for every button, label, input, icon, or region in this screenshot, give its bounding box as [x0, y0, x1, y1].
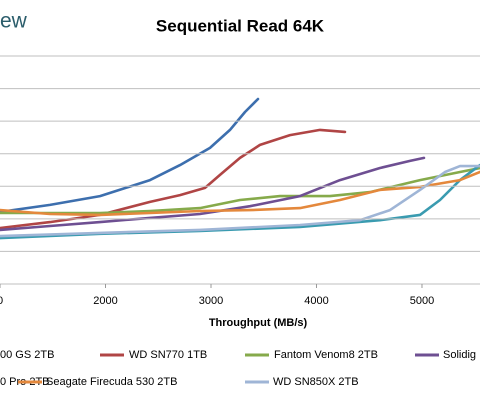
series-line: [0, 128, 347, 230]
legend-label: Solidig: [443, 349, 476, 361]
x-axis-label: Throughput (MB/s): [209, 317, 308, 329]
plot-area: [0, 97, 480, 240]
x-tick-label: 0: [0, 295, 3, 307]
legend-label: 00 GS 2TB: [0, 349, 54, 361]
series-line: [0, 166, 480, 215]
x-tick-label: 3000: [199, 295, 223, 307]
legend-label: WD SN850X 2TB: [273, 376, 359, 388]
series-line: [0, 164, 480, 238]
x-tick-label: 2000: [93, 295, 117, 307]
logo: ew: [0, 10, 28, 33]
x-tick-label: 4000: [304, 295, 328, 307]
legend-label: Fantom Venom8 2TB: [274, 349, 378, 361]
legend-label: Seagate Firecuda 530 2TB: [46, 376, 177, 388]
chart-title: Sequential Read 64K: [156, 16, 325, 35]
legend-label: WD SN770 1TB: [129, 349, 207, 361]
series-line: [0, 156, 426, 232]
x-tick-label: 5000: [410, 295, 434, 307]
series-line: [0, 97, 260, 214]
